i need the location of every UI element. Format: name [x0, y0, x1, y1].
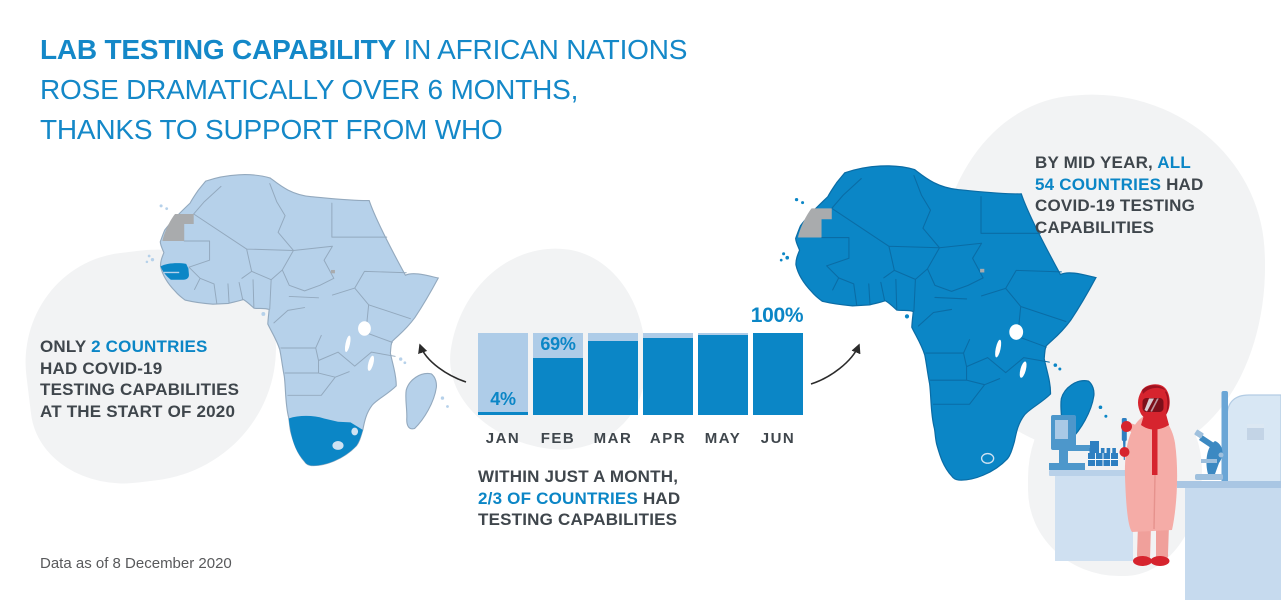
eswatini-enclave	[351, 427, 359, 436]
lab-technician	[1119, 384, 1178, 566]
bar-mar-fill	[588, 341, 638, 415]
bar-apr-fill	[643, 337, 693, 415]
analyzer-machine-icon	[1049, 415, 1099, 470]
stat-highlight-2-countries: 2 COUNTRIES	[91, 337, 208, 356]
stat-highlight-54-countries: 54 COUNTRIES	[1035, 174, 1162, 194]
hood-shade-side	[1165, 391, 1169, 414]
data-source-note: Data as of 8 December 2020	[40, 555, 232, 572]
arm-lower	[1125, 448, 1147, 462]
red-sash	[1152, 420, 1158, 475]
bar-may-fill	[698, 334, 748, 415]
stat-start-2020: ONLY 2 COUNTRIES HAD COVID-19 TESTING CA…	[40, 337, 240, 421]
month-label-feb: FEB	[540, 430, 576, 447]
right-bench	[1177, 481, 1281, 600]
title-bold: LAB TESTING CAPABILITY	[40, 34, 396, 65]
stat-highlight-all: ALL	[1157, 153, 1191, 172]
bar-jun-value: 100%	[750, 304, 804, 327]
bar-jun: 100%	[751, 304, 804, 415]
lesotho-enclave	[980, 452, 995, 464]
lab-technician-illustration	[1049, 384, 1281, 600]
monthly-bar-chart: 4% 69% 100% JAN FEB MAR APR	[478, 304, 804, 447]
month-label-may: MAY	[704, 430, 742, 447]
africa-map-mid-2020	[779, 164, 1108, 482]
title-line1: LAB TESTING CAPABILITY IN AFRICAN NATION…	[40, 34, 688, 65]
month-label-jan: JAN	[485, 430, 521, 447]
stat-mid-year: BY MID YEAR, ALL 54 COUNTRIES HAD COVID-…	[1035, 153, 1204, 237]
bars-row: 4% 69% 100%	[478, 304, 804, 415]
leg-left	[1137, 525, 1151, 559]
bar-jan-fill	[478, 411, 528, 415]
shield-highlight	[1144, 398, 1154, 412]
africa-map-start-2020	[145, 173, 449, 467]
stat-one-month: WITHIN JUST A MONTH, 2/3 OF COUNTRIES HA…	[478, 467, 681, 529]
leg-right	[1156, 525, 1169, 559]
bar-jan: 4%	[478, 333, 528, 415]
title-line3: THANKS TO SUPPORT FROM WHO	[40, 114, 503, 145]
glove-lower	[1119, 447, 1130, 457]
shoe-right	[1150, 556, 1170, 566]
bar-may	[698, 333, 748, 415]
month-label-apr: APR	[649, 430, 687, 447]
month-label-mar: MAR	[593, 430, 633, 447]
bar-jun-fill	[753, 333, 803, 415]
stat-highlight-two-thirds: 2/3 OF COUNTRIES	[478, 488, 639, 508]
title-line2: ROSE DRAMATICALLY OVER 6 MONTHS,	[40, 74, 579, 105]
bar-feb-fill	[533, 358, 583, 415]
bar-apr	[643, 333, 693, 415]
lesotho-enclave	[332, 441, 344, 450]
glove-upper	[1121, 421, 1132, 432]
bar-feb-value: 69%	[540, 334, 576, 354]
shoe-left	[1133, 556, 1152, 566]
fume-hood	[1221, 391, 1281, 484]
month-labels-row: JAN FEB MAR APR MAY JUN	[478, 430, 803, 447]
bar-jan-value: 4%	[490, 389, 516, 409]
south-africa-highlight	[288, 415, 363, 466]
month-label-jun: JUN	[760, 430, 796, 447]
arm-upper	[1127, 423, 1149, 440]
gown-seam	[1153, 474, 1156, 530]
bar-feb: 69%	[533, 333, 583, 415]
shield-highlight-2	[1150, 398, 1159, 412]
page-title: LAB TESTING CAPABILITY IN AFRICAN NATION…	[40, 30, 687, 150]
hood-shade-top	[1142, 385, 1166, 394]
test-tube-rack-icon	[1088, 448, 1118, 466]
left-bench	[1049, 470, 1139, 561]
bar-mar	[588, 333, 638, 415]
microscope-icon	[1194, 429, 1224, 480]
gown	[1124, 412, 1178, 532]
